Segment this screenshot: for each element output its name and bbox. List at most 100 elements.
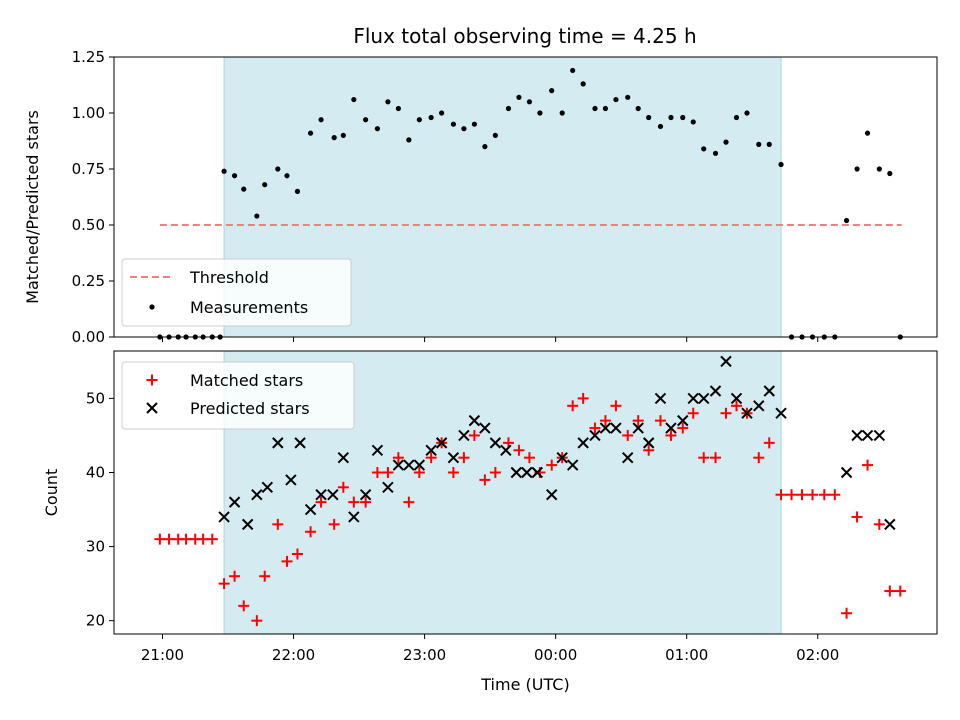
top-panel: 0.00 0.25 0.50 0.75 1.00 1.25 Matched/Predict… (23, 48, 938, 346)
measurement-point (766, 141, 772, 147)
matched-star-point (218, 578, 230, 590)
matched-star-point (447, 466, 459, 478)
matched-star-point (523, 452, 535, 464)
cross-stroke (468, 414, 481, 427)
predicted-star-point (371, 444, 384, 456)
predicted-star-point (294, 437, 306, 449)
bottom-y-tick-label: 30 (86, 538, 105, 556)
measurement-point (461, 126, 467, 132)
matched-star-point (371, 466, 383, 478)
cross-stroke (294, 437, 306, 449)
cross-stroke (642, 437, 655, 449)
measurements-legend-swatch (149, 304, 155, 310)
measurement-point (537, 110, 543, 116)
measurement-point (505, 105, 512, 112)
cross-stroke (304, 503, 317, 516)
predicted-star-point (315, 489, 327, 501)
predicted-star-point (251, 489, 263, 501)
matched-star-point (479, 474, 491, 486)
measurement-point (712, 150, 719, 156)
cross-stroke (382, 481, 394, 494)
bottom-axis-ticks: 20 30 40 50 21:00 22:00 23:00 00:00 01:00 02:00 (86, 389, 839, 664)
matched-star-point (513, 444, 525, 456)
predicted-star-point (698, 392, 710, 405)
cross-stroke (489, 437, 502, 449)
matched-star-point (643, 444, 655, 456)
measurements-legend-label: Measurements (190, 298, 308, 317)
matched-star-point (698, 452, 710, 464)
x-tick-label: 21:00 (141, 646, 184, 664)
measurement-point (254, 213, 260, 219)
legend-cross-marker (146, 402, 158, 414)
measurement-point (625, 94, 631, 100)
matched-star-point (632, 415, 644, 427)
measurement-point (570, 67, 576, 74)
predicted-stars-legend-label: Predicted stars (190, 399, 310, 418)
predicted-star-point (589, 429, 601, 442)
measurement-point (864, 130, 871, 136)
matched-star-point (763, 437, 775, 449)
predicted-star-point (632, 422, 644, 434)
predicted-star-point (359, 489, 372, 501)
cross-stroke (447, 451, 460, 464)
measurement-point (406, 137, 412, 143)
top-y-axis-label: Matched/Predicted stars (23, 110, 42, 304)
predicted-star-point (730, 392, 743, 405)
predicted-star-point (489, 437, 502, 449)
matched-stars-legend-swatch (146, 374, 158, 386)
cross-stroke (589, 429, 601, 442)
cross-stroke (510, 466, 523, 479)
matched-star-point (577, 392, 589, 404)
measurement-point (351, 96, 357, 103)
measurement-point (778, 161, 784, 168)
measurement-point (602, 105, 609, 112)
measurement-point (262, 182, 268, 188)
cross-stroke (698, 392, 710, 405)
matched-star-point (413, 466, 425, 478)
x-tick-label: 23:00 (403, 646, 446, 664)
matched-star-point (677, 422, 689, 434)
matched-star-point (360, 496, 372, 508)
top-y-tick-label: 0.25 (72, 272, 105, 290)
measurement-point (307, 130, 314, 136)
matched-star-point (251, 615, 263, 627)
measurement-point (701, 146, 707, 152)
measurement-point (580, 81, 586, 87)
predicted-star-point (610, 422, 622, 434)
measurement-point (294, 188, 301, 194)
top-y-tick-label: 0.00 (72, 328, 105, 346)
measurement-point (231, 173, 238, 179)
cross-stroke (720, 355, 732, 368)
cross-stroke (577, 437, 589, 449)
matched-star-point (589, 422, 601, 434)
cross-stroke (146, 402, 158, 414)
cross-stroke (458, 429, 470, 442)
matched-star-point (720, 407, 732, 419)
predicted-star-point (840, 466, 853, 479)
matched-star-point (337, 481, 349, 493)
top-y-tick-label: 1.00 (72, 104, 105, 122)
matched-star-point (884, 585, 896, 597)
matched-star-point (328, 518, 340, 530)
cross-stroke (403, 459, 415, 471)
cross-stroke (654, 392, 667, 405)
matched-star-point (829, 489, 841, 501)
cross-stroke (610, 422, 622, 434)
predicted-star-point (327, 489, 339, 501)
predicted-star-point (500, 444, 512, 456)
matched-star-point (154, 533, 166, 545)
cross-stroke (371, 444, 384, 456)
measurement-point (331, 135, 337, 141)
cross-stroke (599, 422, 612, 434)
predicted-star-point (531, 466, 544, 479)
matched-star-point (610, 400, 622, 412)
bottom-axes-frame (113, 350, 938, 635)
measurement-point (416, 117, 422, 123)
cross-stroke (730, 392, 743, 405)
matched-star-point (786, 489, 798, 501)
cross-stroke (315, 489, 327, 501)
predicted-star-point (873, 429, 886, 442)
top-y-tick-label: 0.50 (72, 216, 105, 234)
cross-stroke (425, 444, 437, 456)
predicted-star-point (720, 355, 732, 368)
